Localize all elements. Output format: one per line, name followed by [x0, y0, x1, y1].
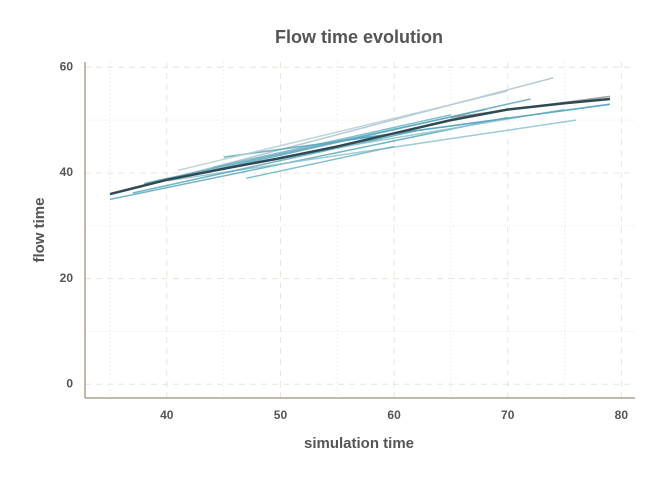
y-tick-label: 60: [60, 59, 74, 73]
series-line: [246, 145, 395, 179]
series-line: [178, 90, 508, 172]
x-tick-label: 70: [501, 408, 515, 422]
series-line: [132, 129, 417, 194]
x-tick-label: 60: [387, 408, 401, 422]
chart-title: Flow time evolution: [275, 27, 443, 47]
series-line: [212, 114, 452, 169]
y-tick-label: 40: [60, 165, 74, 179]
series-line: [109, 116, 508, 201]
x-tick-label: 50: [274, 408, 288, 422]
series-line: [189, 98, 531, 177]
x-tick-label: 80: [615, 408, 629, 422]
y-axis-label: flow time: [31, 197, 48, 262]
mean-line: [109, 97, 611, 196]
x-tick-label: 40: [160, 408, 174, 422]
x-axis-label: simulation time: [304, 435, 414, 452]
y-tick-label: 20: [60, 271, 74, 285]
y-tick-label: 0: [66, 376, 73, 390]
